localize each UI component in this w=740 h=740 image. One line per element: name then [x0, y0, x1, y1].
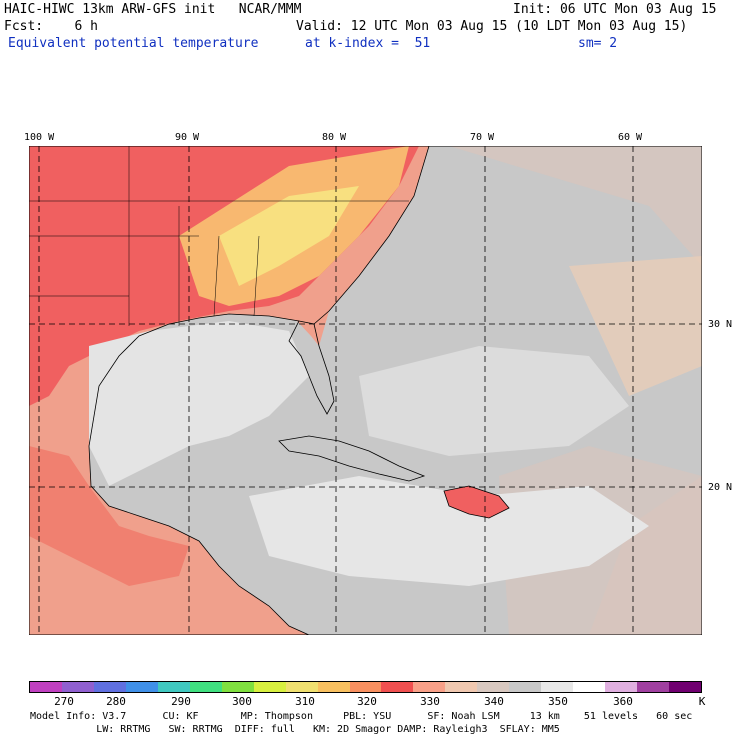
field-name: Equivalent potential temperature: [8, 36, 259, 51]
colorbar-swatch: [413, 682, 446, 692]
cbar-label-280: 280: [106, 695, 126, 708]
lon-label-80w: 80 W: [322, 132, 347, 143]
lon-label-100w: 100 W: [24, 132, 55, 143]
lon-label-70w: 70 W: [470, 132, 495, 143]
colorbar-swatch: [125, 682, 158, 692]
init-time: Init: 06 UTC Mon 03 Aug 15: [513, 2, 717, 17]
lat-label-30n: 30 N: [708, 319, 733, 330]
colorbar-swatch: [669, 682, 702, 692]
cbar-label-350: 350: [548, 695, 568, 708]
cbar-label-360: 360: [613, 695, 633, 708]
colorbar-swatch: [61, 682, 94, 692]
valid-time: Valid: 12 UTC Mon 03 Aug 15 (10 LDT Mon …: [296, 19, 688, 34]
cbar-label-330: 330: [420, 695, 440, 708]
cbar-label-340: 340: [484, 695, 504, 708]
colorbar-swatch: [157, 682, 190, 692]
colorbar-swatch: [509, 682, 542, 692]
lon-label-90w: 90 W: [175, 132, 200, 143]
colorbar-swatch: [285, 682, 318, 692]
colorbar-swatch: [573, 682, 606, 692]
colorbar-swatch: [477, 682, 510, 692]
cbar-label-320: 320: [357, 695, 377, 708]
lon-label-60w: 60 W: [618, 132, 643, 143]
colorbar-swatch: [253, 682, 286, 692]
colorbar-swatch: [541, 682, 574, 692]
cbar-label-300: 300: [232, 695, 252, 708]
forecast-hour: Fcst: 6 h: [4, 19, 98, 34]
model-info-line1: Model Info: V3.7 CU: KF MP: Thompson PBL…: [30, 711, 693, 722]
model-title: HAIC-HIWC 13km ARW-GFS init NCAR/MMM: [4, 2, 302, 17]
colorbar-swatch: [381, 682, 414, 692]
colorbar-swatch: [93, 682, 126, 692]
model-info-line2: LW: RRTMG SW: RRTMG DIFF: full KM: 2D Sm…: [30, 724, 560, 735]
k-index-label: at k-index = 51: [305, 36, 431, 51]
colorbar-swatch: [30, 682, 62, 692]
colorbar-swatch: [221, 682, 254, 692]
cbar-label-290: 290: [171, 695, 191, 708]
colorbar: [29, 681, 702, 693]
cbar-label-310: 310: [295, 695, 315, 708]
colorbar-swatch: [189, 682, 222, 692]
colorbar-swatch: [605, 682, 638, 692]
colorbar-swatch: [637, 682, 670, 692]
cbar-label-270: 270: [54, 695, 74, 708]
colorbar-swatch: [317, 682, 350, 692]
lat-label-20n: 20 N: [708, 482, 733, 493]
smoothing-label: sm= 2: [578, 36, 618, 51]
cbar-unit: K: [698, 695, 706, 708]
theta-e-map: [29, 146, 702, 635]
colorbar-swatch: [445, 682, 478, 692]
colorbar-swatch: [349, 682, 382, 692]
